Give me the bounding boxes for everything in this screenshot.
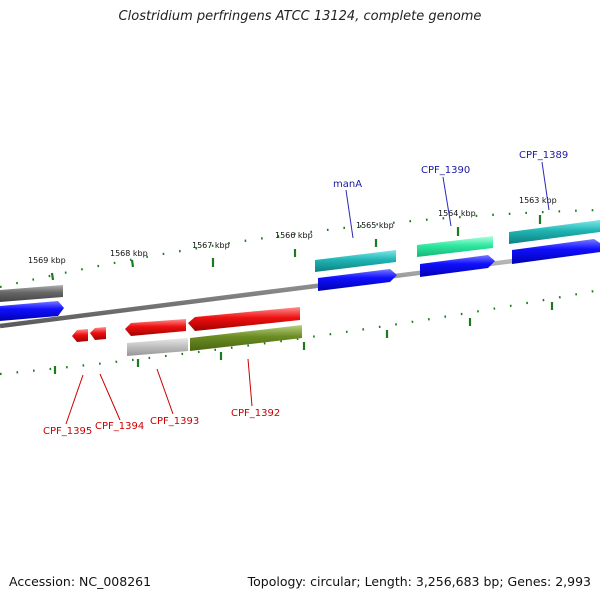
major-tick-1568 [130, 259, 135, 268]
scale-label-1568: 1568 kbp [110, 249, 148, 258]
cpf1392-leader-line [247, 358, 253, 407]
forward-cds-arrow[interactable] [0, 301, 64, 321]
cpf1390-leader-line [442, 176, 452, 227]
cpf1390-mint-feature[interactable] [417, 236, 493, 257]
cpf1393-red-arrow[interactable] [125, 319, 186, 336]
cpf1395-leader-line [65, 374, 84, 425]
cpf1395-red-arrow[interactable] [72, 329, 88, 342]
gene-label-cpf1392[interactable]: CPF_1392 [231, 408, 280, 419]
cpf1389-leader-line [541, 161, 550, 211]
reverse-tick-ring [0, 288, 600, 376]
forward-major-ticks [50, 215, 542, 281]
scale-labels: 1569 kbp 1568 kbp 1567 kbp 1566 kbp 1565… [28, 196, 557, 265]
cpf1389-cds-arrow[interactable] [512, 239, 600, 264]
forward-label-leaders [345, 161, 550, 239]
cpf1390-cds-arrow[interactable] [420, 255, 495, 277]
map-title: Clostridium perfringens ATCC 13124, comp… [118, 9, 482, 24]
gene-label-cpf1393[interactable]: CPF_1393 [150, 416, 199, 427]
manA-leader-line [345, 189, 354, 239]
gene-label-cpf1394[interactable]: CPF_1394 [95, 421, 144, 432]
forward-gray-feature[interactable] [0, 285, 63, 302]
forward-tick-ring [0, 208, 600, 289]
gene-label-cpf1390[interactable]: CPF_1390 [421, 165, 470, 176]
cpf1392-olive-cds[interactable] [190, 325, 302, 351]
scale-label-1564: 1564 kbp [438, 209, 476, 218]
gene-label-cpf1389[interactable]: CPF_1389 [519, 150, 568, 161]
gene-label-cpf1395[interactable]: CPF_1395 [43, 426, 92, 437]
scale-label-1567: 1567 kbp [192, 241, 230, 250]
accession-text: Accession: NC_008261 [9, 574, 152, 589]
scale-label-1565: 1565 kbp [356, 221, 394, 230]
cpf1389-teal-feature[interactable] [509, 220, 600, 244]
scale-label-1569: 1569 kbp [28, 256, 66, 265]
cpf1394-red-arrow[interactable] [90, 327, 106, 340]
manA-teal-feature[interactable] [315, 250, 396, 272]
cpf1393-gray-cds[interactable] [127, 338, 188, 356]
reverse-gene-labels: CPF_1395 CPF_1394 CPF_1393 CPF_1392 [43, 408, 280, 437]
cpf1394-leader-line [99, 373, 121, 421]
forward-gene-labels: manA CPF_1390 CPF_1389 [333, 150, 568, 190]
genome-stats-text: Topology: circular; Length: 3,256,683 bp… [247, 574, 591, 589]
cpf1392-red-arrow[interactable] [188, 307, 300, 331]
manA-cds-arrow[interactable] [318, 269, 397, 291]
major-tick-1569 [50, 272, 55, 281]
scale-label-1563: 1563 kbp [519, 196, 557, 205]
reverse-major-ticks [53, 302, 554, 374]
reverse-label-leaders [65, 358, 253, 425]
gene-label-manA[interactable]: manA [333, 179, 362, 190]
cpf1393-leader-line [156, 368, 174, 415]
scale-label-1566: 1566 kbp [275, 231, 313, 240]
